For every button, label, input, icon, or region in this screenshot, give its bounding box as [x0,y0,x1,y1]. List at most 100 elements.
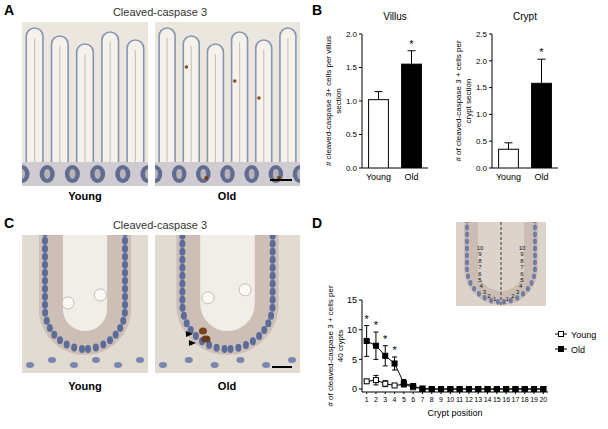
position-label: 5 [520,277,524,283]
significance: * [392,344,397,356]
midline [501,222,502,306]
nucleus [269,304,275,312]
marker [513,387,518,392]
nucleus [262,362,270,368]
goblet-cell [239,284,251,296]
nucleus [270,296,276,304]
crypt-lumen [69,169,75,179]
position-label: 8 [478,258,482,264]
stained-cell [201,336,210,343]
nucleus [250,337,256,345]
tick-label: 1.0 [476,110,488,119]
error-bar [364,326,369,357]
arrowhead [186,331,193,337]
nucleus [268,312,274,320]
tick-label: 3 [383,396,387,403]
nucleus [42,301,48,309]
error-bar [505,143,513,149]
nucleus [179,240,185,248]
tick-label: 1.5 [476,83,488,92]
position-label: 10 [477,245,484,251]
error-cap [383,365,388,366]
tick-label: 0.0 [476,164,488,173]
position-label: 2 [487,293,491,299]
error-bar [411,384,416,389]
significance: * [383,333,388,345]
error-cap [364,325,369,326]
position-label: 4 [519,283,523,289]
tick [524,392,525,394]
inset-micrograph [456,222,546,306]
nucleus [107,336,113,344]
marker [532,387,537,392]
position-label: 4 [480,283,484,289]
nucleus [521,291,525,297]
scale-bar [272,366,292,368]
error-bar [392,357,397,370]
nucleus [270,264,276,272]
tick [359,300,362,301]
tick [489,114,492,115]
villus [256,40,272,174]
legend-marker [559,332,564,337]
tick [403,392,404,394]
nucleus [120,317,126,325]
tick-label: 12 [465,396,473,403]
error-bar [373,332,378,359]
lumen [200,235,254,331]
tick-label: Old [404,172,418,182]
nucleus [122,261,128,269]
tick [413,392,414,394]
marker [494,387,499,392]
nucleus [57,336,63,344]
tick-label: 8 [430,396,434,403]
tick-label: 15 [493,396,501,403]
tick [487,392,488,394]
nucleus [42,235,48,237]
tick [468,392,469,394]
error-cap [364,356,369,357]
nucleus [533,246,537,252]
goblet-cell [94,289,106,301]
tick [489,34,492,35]
position-label: 1 [506,296,510,302]
nucleus [193,332,199,340]
tick-label: 16 [502,396,510,403]
axis-title-line: 40 crypts [336,330,345,362]
error-cap [392,370,397,371]
error-stem [378,92,379,100]
axis-line [362,300,363,392]
epithelium [51,235,119,343]
goblet-cell [62,297,74,309]
crypt [155,165,162,183]
error-cap [392,356,397,357]
error-cap [383,345,388,346]
nucleus [42,309,48,317]
tick-label: 9 [439,396,443,403]
nucleus [122,269,128,277]
marker [383,353,388,358]
y-axis: 0.00.51.01.52.0 [346,30,362,173]
villus [51,36,68,174]
nucleus [256,332,262,340]
nucleus [533,232,537,238]
tick-label: 0 [352,384,357,394]
position-label: 9 [520,251,524,257]
tick-label: 4 [393,396,397,403]
marker [392,383,397,388]
marks [364,326,546,392]
chart-title: Crypt [513,11,537,22]
error-cap [401,386,406,387]
axis-title: # cleaved-caspase 3+ cells per villussec… [324,36,343,166]
legend-label: Old [571,345,585,355]
lacteal [239,42,240,164]
nucleus [184,319,190,327]
tick-label: 7 [420,396,424,403]
crypt [196,165,211,183]
error-stem [508,143,509,149]
tick-label: 2.0 [476,57,488,66]
image-ground [155,235,300,373]
tick [496,392,497,394]
position-label: 9 [478,251,482,257]
marker [504,387,509,392]
